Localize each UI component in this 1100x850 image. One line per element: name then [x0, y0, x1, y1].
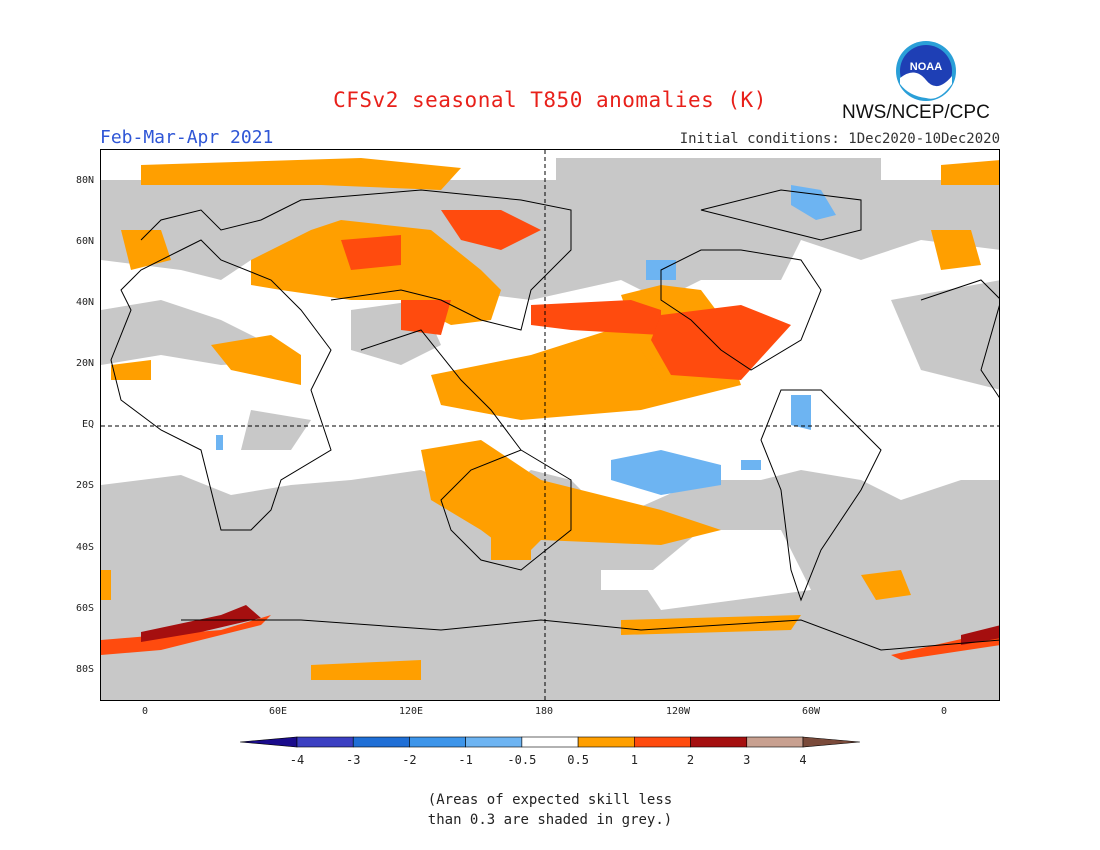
- skill-mask: [101, 150, 999, 700]
- strong-warm-anomaly-regions: [101, 210, 999, 660]
- lat-label: EQ: [81, 419, 94, 430]
- coastlines: [110, 189, 999, 651]
- lon-label: 120E: [398, 706, 424, 717]
- logo-text: NOAA: [910, 61, 942, 73]
- colorbar-tick-label: 1: [630, 753, 638, 767]
- lat-label: 80S: [75, 664, 94, 675]
- lat-label: 20N: [75, 358, 94, 369]
- colorbar-tick-label: 2: [686, 753, 695, 767]
- lat-label: 80N: [75, 175, 94, 186]
- lat-label: 40S: [75, 542, 94, 553]
- colorbar-bin: [746, 736, 804, 748]
- colorbar-tick-label: 4: [799, 753, 807, 767]
- colorbar: [240, 736, 860, 748]
- colorbar-tick-label: -1: [458, 753, 473, 767]
- lat-label: 60S: [75, 603, 94, 614]
- lat-label: 20S: [75, 480, 94, 491]
- colorbar-cap-low: [240, 736, 298, 748]
- colorbar-bin: [521, 736, 579, 748]
- anomaly-map: [100, 149, 1000, 701]
- colorbar-bin: [634, 736, 691, 748]
- colorbar-tick-label: -2: [402, 753, 417, 767]
- lon-label: 120W: [665, 706, 691, 717]
- cool-anomaly-regions: [216, 185, 836, 495]
- chart-title: CFSv2 seasonal T850 anomalies (K): [333, 88, 767, 112]
- skill-note-line-1: (Areas of expected skill less: [427, 792, 673, 808]
- lon-label: 0: [940, 706, 948, 717]
- agency-label: NWS/NCEP/CPC: [842, 102, 990, 123]
- colorbar-bin: [690, 736, 748, 748]
- colorbar-tick-label: 3: [743, 753, 751, 767]
- colorbar-bin: [577, 736, 635, 748]
- lat-label: 40N: [75, 297, 94, 308]
- noaa-logo-icon: NOAA: [896, 41, 956, 101]
- colorbar-bin: [465, 736, 523, 748]
- lon-label: 0: [141, 706, 149, 717]
- forecast-period: Feb-Mar-Apr 2021: [100, 127, 274, 148]
- colorbar-bin: [296, 736, 354, 748]
- colorbar-bin: [352, 736, 410, 748]
- colorbar-tick-label: -3: [345, 753, 361, 767]
- skill-note: (Areas of expected skill less than 0.3 a…: [0, 790, 1100, 830]
- map-canvas: [101, 150, 999, 700]
- colorbar-tick-label: -4: [289, 753, 305, 767]
- colorbar-tick-label: 0.5: [567, 753, 589, 767]
- colorbar-tick-label: -0.5: [507, 753, 537, 767]
- initial-conditions: Initial conditions: 1Dec2020-10Dec2020: [679, 131, 1000, 147]
- colorbar-bin: [409, 736, 466, 748]
- lon-label: 60W: [801, 706, 821, 717]
- lat-label: 60N: [75, 236, 94, 247]
- lon-label: 60E: [268, 706, 288, 717]
- colorbar-cap-high: [802, 736, 860, 748]
- skill-note-line-2: than 0.3 are shaded in grey.): [427, 812, 673, 828]
- lon-label: 180: [534, 706, 554, 717]
- very-strong-warm-anomaly-regions: [141, 605, 999, 645]
